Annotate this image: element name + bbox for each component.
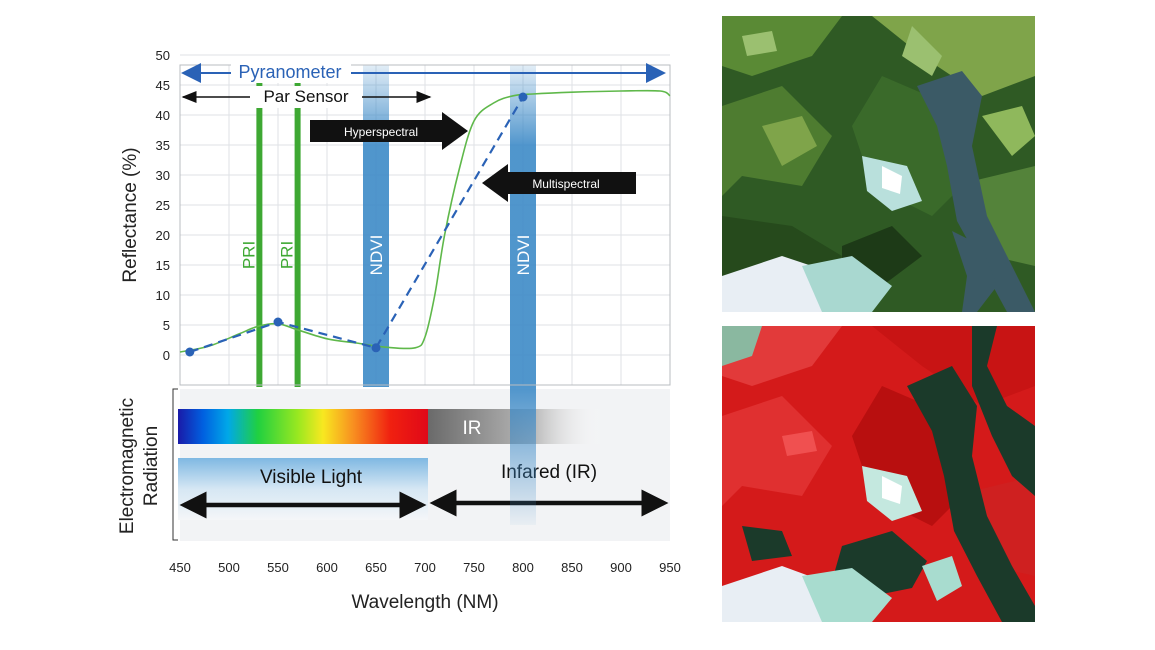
y-tick-label: 15 — [156, 258, 170, 273]
y-tick-label: 30 — [156, 168, 170, 183]
ndvi-band-extension — [510, 387, 536, 525]
visible-light-label: Visible Light — [260, 467, 363, 488]
band-label: PRI — [278, 241, 297, 269]
hyperspectral-arrow: Hyperspectral — [310, 112, 468, 150]
x-tick-label: 800 — [512, 560, 534, 575]
multispectral-arrow-shape — [482, 164, 636, 202]
x-tick-label: 850 — [561, 560, 583, 575]
x-axis-title: Wavelength (NM) — [351, 592, 498, 613]
false-color-infrared-satellite-image — [722, 326, 1035, 622]
axis-ticks: 450 500 550 600 650 700 750 800 850 900 950 0 5 10 15 2… — [156, 48, 681, 575]
data-point — [185, 347, 195, 357]
multispectral-label: Multispectral — [532, 177, 599, 191]
dashed-series-line — [189, 96, 524, 354]
hyperspectral-arrow-shape — [310, 112, 468, 150]
data-point — [273, 317, 283, 327]
band-label: NDVI — [514, 235, 533, 276]
x-tick-label: 750 — [463, 560, 485, 575]
pyranometer-annotation: Pyranometer — [181, 61, 666, 83]
y-axis-title: Reflectance (%) — [120, 147, 141, 282]
par-sensor-label-bg — [250, 86, 362, 108]
data-point — [371, 343, 381, 353]
reflectance-chart: IR Visible Light Infared (IR) Electromag… — [117, 48, 681, 613]
x-tick-label: 700 — [414, 560, 436, 575]
data-point — [518, 92, 528, 102]
x-tick-label: 500 — [218, 560, 240, 575]
band-label: NDVI — [367, 235, 386, 276]
pyranometer-label: Pyranometer — [238, 62, 341, 82]
em-label-line1: Electromagnetic — [117, 398, 138, 534]
forest-landscape-image — [722, 16, 1035, 312]
y-tick-label: 5 — [163, 318, 170, 333]
x-tick-label: 950 — [659, 560, 681, 575]
x-tick-label: 550 — [267, 560, 289, 575]
multispectral-arrow: Multispectral — [482, 164, 636, 202]
ir-label: IR — [463, 418, 482, 439]
ndvi-band — [510, 65, 536, 387]
y-tick-label: 50 — [156, 48, 170, 63]
y-tick-label: 20 — [156, 228, 170, 243]
x-tick-label: 900 — [610, 560, 632, 575]
ndvi-band — [363, 65, 389, 387]
y-tick-label: 10 — [156, 288, 170, 303]
par-sensor-annotation: Par Sensor — [181, 86, 432, 108]
true-color-satellite-image — [722, 16, 1035, 312]
y-tick-label: 45 — [156, 78, 170, 93]
visible-spectrum-bar — [178, 409, 428, 444]
x-tick-label: 650 — [365, 560, 387, 575]
x-tick-label: 600 — [316, 560, 338, 575]
y-tick-label: 40 — [156, 108, 170, 123]
em-radiation-panel: IR Visible Light Infared (IR) Electromag… — [117, 388, 670, 541]
pyranometer-label-bg — [231, 61, 351, 83]
em-label-line2: Radiation — [141, 426, 162, 506]
series — [179, 89, 671, 357]
em-bracket — [172, 388, 178, 541]
y-tick-label: 35 — [156, 138, 170, 153]
y-tick-label: 25 — [156, 198, 170, 213]
band-label: PRI — [239, 241, 258, 269]
infrared-landscape-image — [722, 326, 1035, 622]
pri-band — [294, 75, 301, 387]
pri-band — [256, 75, 263, 387]
par-sensor-label: Par Sensor — [263, 87, 348, 106]
y-tick-label: 0 — [163, 348, 170, 363]
sensor-bands: PRI PRI NDVI NDVI — [239, 65, 536, 525]
hyperspectral-label: Hyperspectral — [344, 125, 418, 139]
x-tick-label: 450 — [169, 560, 191, 575]
